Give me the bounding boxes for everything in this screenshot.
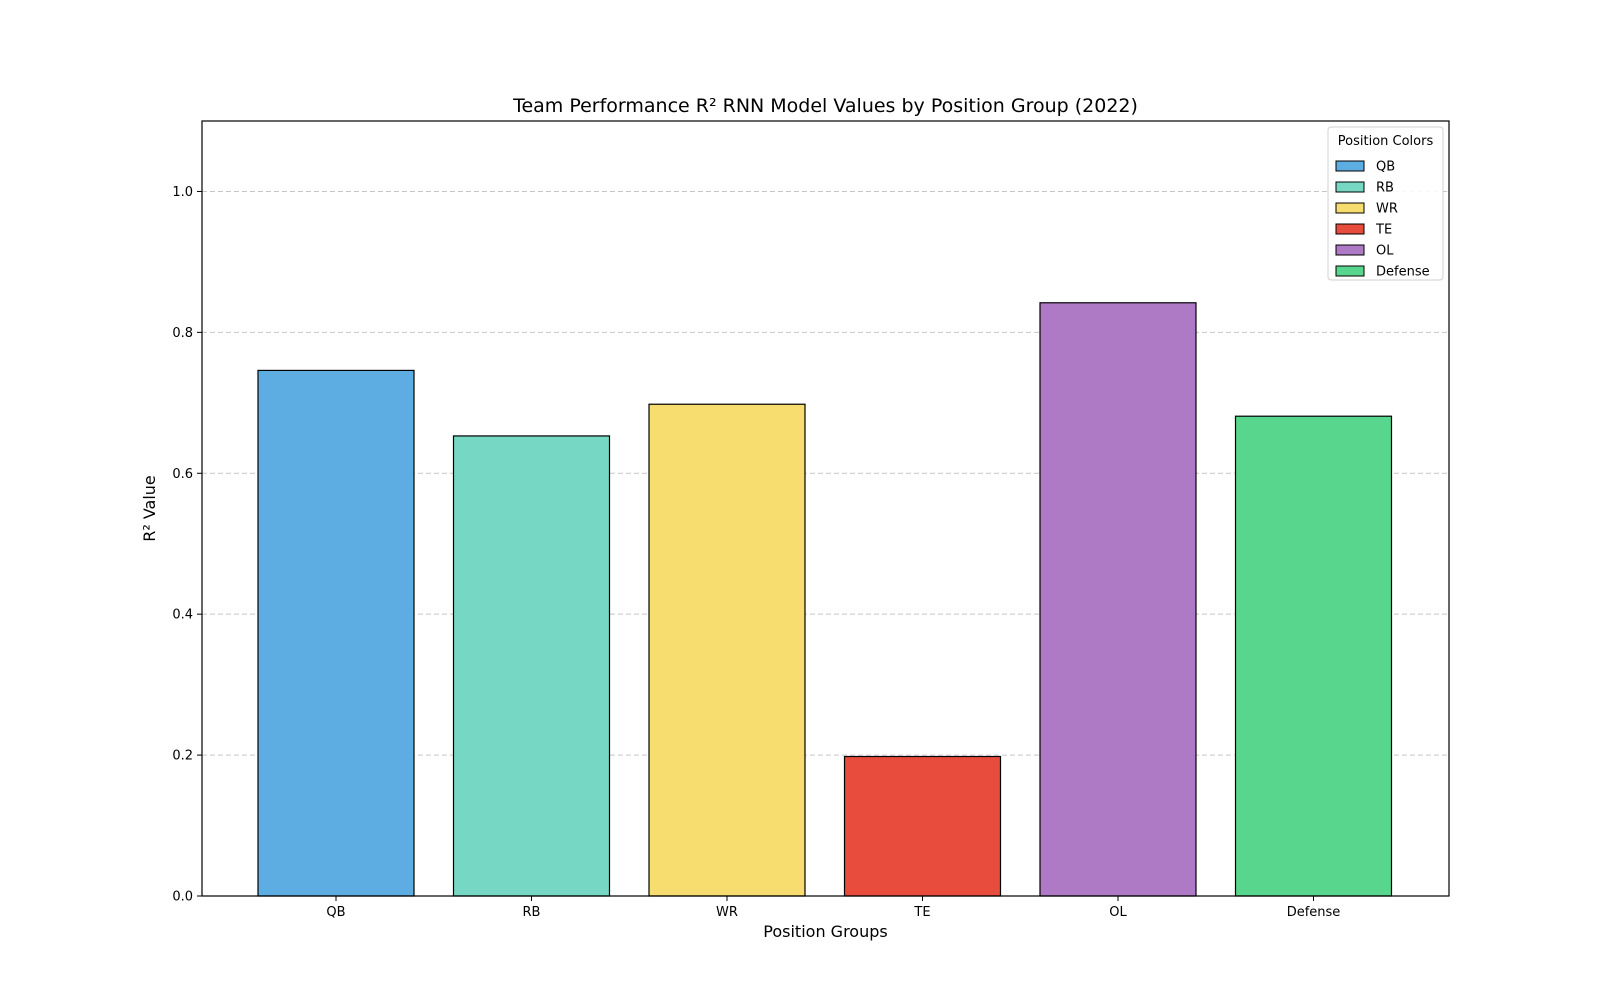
x-tick-label: TE	[913, 905, 930, 920]
x-tick-label: Defense	[1287, 905, 1341, 920]
bar-defense	[1234, 415, 1393, 897]
legend-label-wr: WR	[1376, 202, 1398, 217]
bar-qb	[257, 369, 415, 897]
x-tick-label: QB	[326, 905, 345, 920]
x-axis: QB RB WR TE OL Defense	[326, 896, 1340, 920]
x-tick-label: RB	[523, 905, 541, 920]
plot-area-frame	[201, 120, 1450, 897]
legend: Position Colors QB RB WR TE OL Defense	[1327, 126, 1444, 281]
legend-label-qb: QB	[1376, 160, 1395, 175]
legend-swatch-te	[1335, 223, 1365, 235]
y-tick-label: 0.2	[172, 749, 193, 764]
legend-title: Position Colors	[1338, 134, 1434, 149]
x-tick-label: WR	[716, 905, 738, 920]
bar-rb	[452, 435, 611, 897]
y-axis: 0.0 0.2 0.4 0.6 0.8 1.0	[172, 185, 202, 905]
y-tick-label: 1.0	[172, 185, 193, 200]
legend-swatch-wr	[1335, 202, 1365, 214]
legend-label-rb: RB	[1376, 181, 1394, 196]
legend-swatch-defense	[1335, 265, 1365, 277]
bars	[257, 302, 1393, 897]
legend-label-ol: OL	[1376, 244, 1394, 259]
bar-te	[843, 755, 1002, 897]
y-tick-label: 0.6	[172, 467, 193, 482]
legend-label-te: TE	[1375, 223, 1392, 238]
bar-ol	[1039, 302, 1197, 897]
x-axis-label: Position Groups	[763, 922, 887, 941]
legend-label-defense: Defense	[1376, 265, 1430, 280]
legend-swatch-rb	[1335, 181, 1365, 193]
y-tick-label: 0.8	[172, 326, 193, 341]
x-tick-label: OL	[1109, 905, 1127, 920]
legend-swatch-qb	[1335, 160, 1365, 172]
y-tick-label: 0.0	[172, 890, 193, 905]
chart-title: Team Performance R² RNN Model Values by …	[512, 95, 1138, 117]
legend-swatch-ol	[1335, 244, 1365, 256]
y-tick-label: 0.4	[172, 608, 193, 623]
bar-wr	[648, 403, 806, 897]
y-axis-label: R² Value	[140, 475, 159, 542]
